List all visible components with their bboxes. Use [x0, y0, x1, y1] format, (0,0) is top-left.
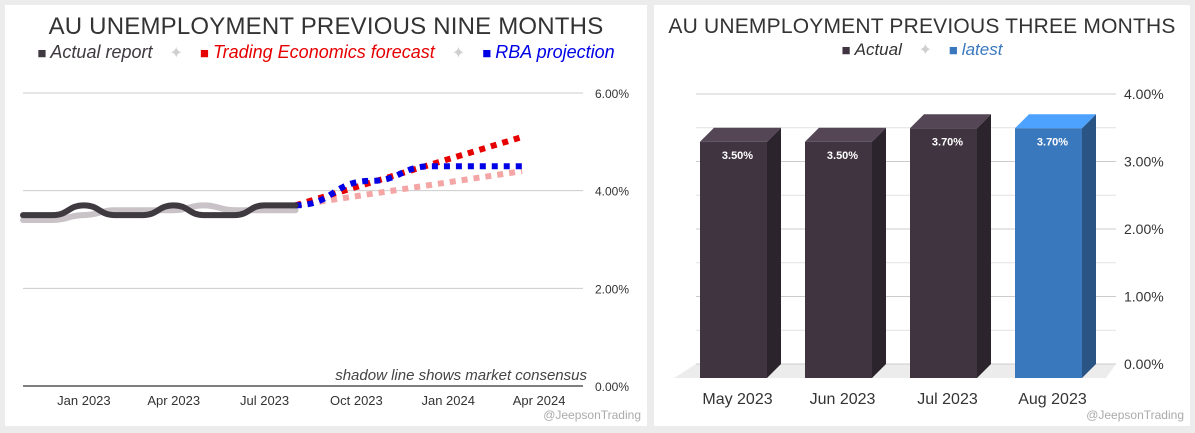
bar-data-label: 3.70%: [932, 136, 963, 148]
legend-item-actual: ■ Actual report: [37, 42, 153, 62]
legend-item-actual: ■ Actual: [841, 40, 902, 59]
bar: [700, 141, 767, 378]
legend-swatch-icon: ■: [482, 45, 492, 62]
y-tick-label: 3.00%: [1124, 154, 1164, 170]
legend-separator-icon: ✦: [169, 45, 183, 62]
bar-data-label: 3.50%: [722, 150, 753, 162]
legend: ■ Actual report ✦ ■ Trading Economics fore…: [5, 42, 647, 63]
x-tick-label: Jul 2023: [917, 391, 978, 408]
series-line-forecast-consensus: [295, 168, 523, 209]
bar-top: [910, 114, 991, 129]
y-tick-label: 1.00%: [1124, 289, 1164, 305]
bar-side: [977, 114, 991, 378]
chart-floor: [674, 364, 1116, 378]
x-tick-label: Aug 2023: [1018, 391, 1087, 408]
y-tick-label: 6.00%: [595, 87, 629, 101]
bar: [1015, 128, 1082, 378]
bar: [910, 128, 977, 378]
chart-title: AU UNEMPLOYMENT PREVIOUS THREE MONTHS: [668, 15, 1176, 38]
series-line-actual-report: [20, 202, 299, 219]
legend-swatch-icon: ■: [948, 42, 958, 59]
x-tick-label: Apr 2023: [147, 393, 200, 408]
legend-item-trading-economics: ■ Trading Economics forecast: [199, 42, 435, 62]
y-tick-label: 2.00%: [1124, 221, 1164, 237]
line-chart-plot: 6.00% 4.00% 2.00% 0.00% Jan 2023 Apr 2023 Jul …: [20, 87, 629, 408]
series-line-rba-projection: [295, 163, 523, 209]
legend-separator-icon: ✦: [918, 42, 932, 59]
bar-chart-panel: AU UNEMPLOYMENT PREVIOUS THREE MONTHS ■ A…: [654, 5, 1190, 426]
legend-item-latest: ■ latest: [948, 40, 1003, 59]
y-tick-label: 4.00%: [595, 185, 629, 199]
bar-data-label: 3.50%: [827, 150, 858, 162]
x-tick-label: Jul 2023: [240, 393, 289, 408]
bar-side: [767, 127, 781, 378]
bar-top: [700, 127, 781, 142]
y-tick-label: 4.00%: [1124, 86, 1164, 102]
watermark: @JeepsonTrading: [543, 408, 641, 422]
bar-top: [1015, 114, 1096, 129]
bar-data-label: 3.70%: [1037, 136, 1068, 148]
chart-title: AU UNEMPLOYMENT PREVIOUS NINE MONTHS: [48, 13, 604, 40]
legend-swatch-icon: ■: [841, 42, 851, 59]
watermark: @JeepsonTrading: [1086, 408, 1184, 422]
x-tick-label: Jan 2023: [57, 393, 111, 408]
legend: ■ Actual ✦ ■ latest: [654, 40, 1190, 60]
legend-swatch-icon: ■: [37, 45, 47, 62]
bar-side: [1082, 114, 1096, 378]
chart-note: shadow line shows market consensus: [335, 367, 587, 384]
bar-side: [872, 127, 886, 378]
x-tick-label: Oct 2023: [330, 393, 383, 408]
y-tick-label: 2.00%: [595, 282, 629, 296]
legend-swatch-icon: ■: [199, 45, 209, 62]
y-tick-label: 0.00%: [1124, 356, 1164, 372]
legend-item-rba: ■ RBA projection: [482, 42, 615, 62]
x-tick-label: May 2023: [702, 391, 772, 408]
y-tick-label: 0.00%: [595, 380, 629, 394]
x-tick-label: Apr 2024: [513, 393, 566, 408]
bar: [805, 141, 872, 378]
x-tick-label: Jan 2024: [421, 393, 475, 408]
line-chart-panel: AU UNEMPLOYMENT PREVIOUS NINE MONTHS ■ Ac…: [5, 5, 647, 426]
legend-separator-icon: ✦: [451, 45, 466, 62]
x-tick-label: Jun 2023: [810, 391, 876, 408]
bar-chart-plot: 4.00% 3.00% 2.00% 1.00% 0.00% 3.50% May 2023 3.…: [674, 86, 1164, 408]
bar-top: [805, 127, 886, 142]
